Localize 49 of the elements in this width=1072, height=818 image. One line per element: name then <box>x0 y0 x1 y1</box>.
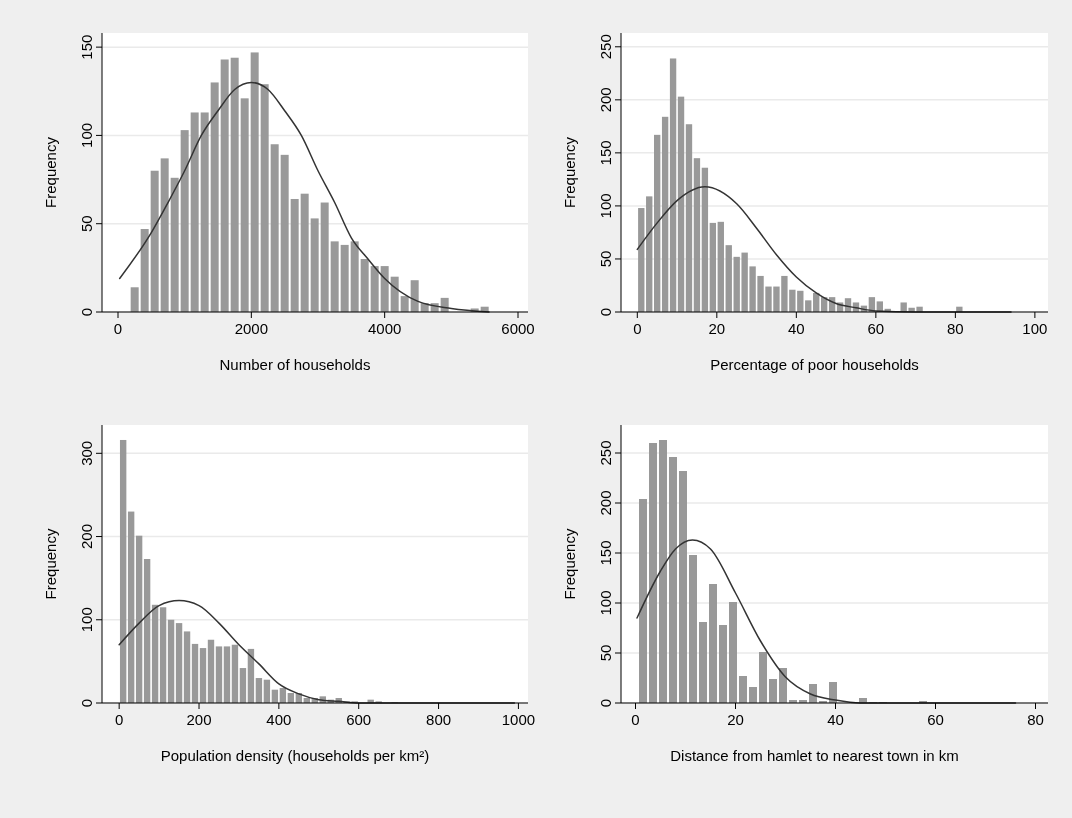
x-tick-label: 20 <box>727 711 744 728</box>
y-tick-label: 100 <box>78 122 95 148</box>
y-axis-title: Frequency <box>561 528 578 600</box>
x-tick-label: 100 <box>1022 320 1048 337</box>
x-tick-label: 60 <box>927 711 944 728</box>
x-tick-label: 2000 <box>234 320 269 337</box>
x-axis-title: Number of households <box>219 356 371 373</box>
y-tick-label: 150 <box>78 34 95 60</box>
y-axis-title: Frequency <box>42 528 59 600</box>
y-tick-label: 50 <box>597 644 614 662</box>
x-tick-label: 600 <box>346 711 372 728</box>
x-axis-title: Population density (households per km²) <box>160 747 430 764</box>
x-tick-label: 1000 <box>501 711 536 728</box>
y-tick-label: 150 <box>597 540 614 566</box>
y-tick-label: 300 <box>78 440 95 466</box>
x-tick-label: 60 <box>867 320 885 337</box>
x-tick-label: 0 <box>113 320 123 337</box>
x-tick-label: 400 <box>266 711 292 728</box>
y-tick-label: 100 <box>78 607 95 633</box>
x-tick-label: 200 <box>186 711 212 728</box>
y-tick-label: 250 <box>597 440 614 466</box>
x-tick-label: 20 <box>708 320 726 337</box>
y-tick-label: 100 <box>597 193 614 219</box>
y-tick-label: 50 <box>597 250 614 268</box>
y-tick-label: 200 <box>78 524 95 550</box>
x-tick-label: 40 <box>787 320 805 337</box>
y-tick-label: 200 <box>597 490 614 516</box>
x-tick-label: 4000 <box>367 320 402 337</box>
y-tick-label: 0 <box>597 307 614 317</box>
y-tick-label: 150 <box>597 140 614 166</box>
y-axis-title: Frequency <box>42 136 59 208</box>
x-tick-label: 0 <box>631 711 640 728</box>
y-tick-label: 0 <box>78 698 95 708</box>
x-axis-title: Distance from hamlet to nearest town in km <box>670 747 959 764</box>
y-tick-label: 250 <box>597 34 614 60</box>
x-tick-label: 40 <box>827 711 844 728</box>
x-tick-label: 0 <box>115 711 124 728</box>
x-tick-label: 6000 <box>501 320 535 337</box>
y-tick-label: 0 <box>78 307 95 317</box>
x-axis-title: Percentage of poor households <box>710 356 919 373</box>
y-tick-label: 0 <box>597 698 614 708</box>
x-tick-label: 80 <box>1027 711 1044 728</box>
y-tick-label: 50 <box>78 215 95 233</box>
y-tick-label: 200 <box>597 87 614 113</box>
x-tick-label: 0 <box>633 320 642 337</box>
y-axis-title: Frequency <box>561 136 578 208</box>
y-tick-label: 100 <box>597 590 614 616</box>
x-tick-label: 80 <box>947 320 964 337</box>
x-tick-label: 800 <box>426 711 452 728</box>
